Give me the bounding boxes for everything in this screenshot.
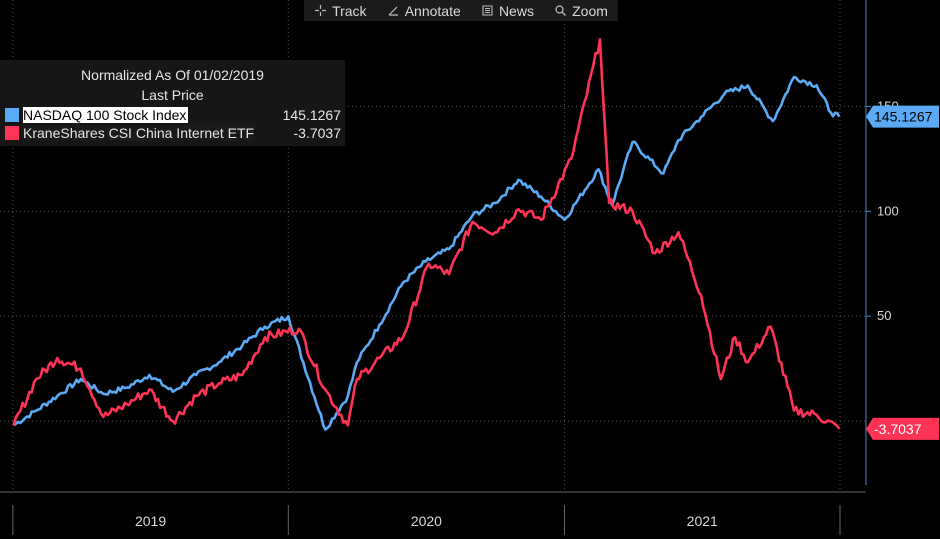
- crosshair-icon: [315, 5, 327, 16]
- last-value-tag-text: 145.1267: [874, 109, 933, 125]
- legend-swatch-kweb: [5, 125, 19, 140]
- x-tick-label: 2020: [411, 513, 442, 529]
- legend-swatch-nasdaq: [5, 107, 19, 122]
- x-tick-label: 2021: [687, 513, 718, 529]
- legend-subtitle: Last Price: [141, 87, 204, 103]
- legend-series-name: KraneShares CSI China Internet ETF: [23, 124, 255, 141]
- chart-toolbar: Track Annotate News Zoom: [304, 0, 618, 21]
- annotate-label: Annotate: [404, 2, 461, 19]
- y-tick-label: 100: [877, 203, 899, 218]
- legend-title: Normalized As Of 01/02/2019: [81, 67, 264, 83]
- legend-series-name: NASDAQ 100 Stock Index: [23, 106, 189, 123]
- legend-series-value: -3.7037: [293, 124, 341, 141]
- pencil-icon: [388, 6, 398, 16]
- last-value-tag-bg: [866, 105, 939, 128]
- magnifier-icon: [555, 5, 567, 16]
- track-button[interactable]: Track: [314, 2, 367, 19]
- y-tick-label: 50: [877, 308, 891, 323]
- news-icon: [482, 5, 493, 16]
- legend-entry-kweb[interactable]: KraneShares CSI China Internet ETF -3.70…: [5, 124, 341, 141]
- series-line-1: [12, 38, 841, 430]
- last-value-tag-text: -3.7037: [874, 421, 922, 437]
- last-value-tags: 145.1267 -3.7037: [866, 105, 939, 440]
- x-tick-label: 2019: [135, 513, 166, 529]
- zoom-button[interactable]: Zoom: [554, 3, 608, 19]
- last-value-tag-1: -3.7037: [866, 417, 939, 440]
- series-lines: [12, 38, 841, 431]
- annotate-button[interactable]: Annotate: [387, 3, 461, 19]
- last-value-tag-bg: [866, 417, 939, 440]
- series-line-0: [12, 75, 841, 431]
- grid-lines: [0, 105, 866, 422]
- news-button[interactable]: News: [481, 3, 534, 19]
- zoom-label: Zoom: [572, 2, 608, 19]
- track-label: Track: [332, 2, 367, 19]
- legend-entry-nasdaq[interactable]: NASDAQ 100 Stock Index 145.1267: [5, 106, 341, 123]
- legend-panel: Normalized As Of 01/02/2019 Last Price N…: [0, 60, 345, 146]
- news-label: News: [498, 2, 534, 19]
- last-value-tag-0: 145.1267: [866, 105, 939, 128]
- axis-ticks: 50100150201920202021: [12, 98, 899, 535]
- legend-series-value: 145.1267: [282, 106, 341, 123]
